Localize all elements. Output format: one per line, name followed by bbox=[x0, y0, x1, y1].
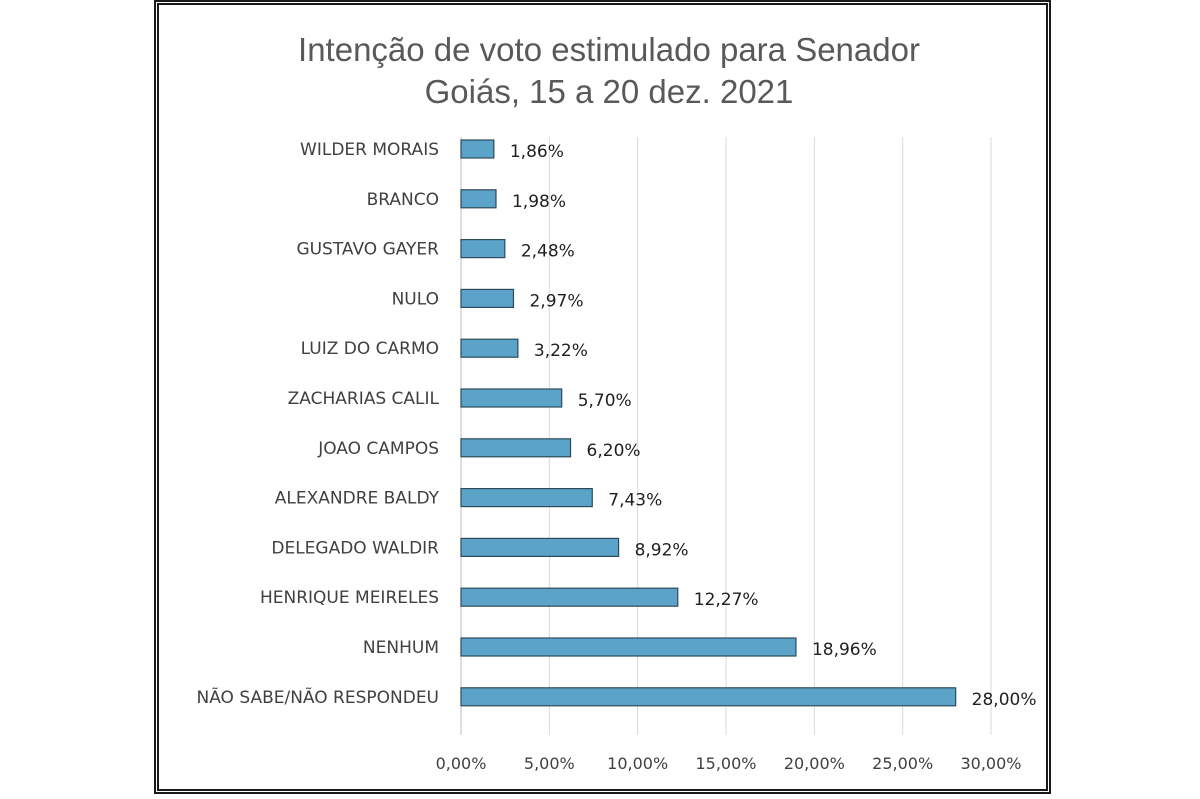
x-tick-label: 30,00% bbox=[960, 754, 1021, 773]
chart-title-line-2: Goiás, 15 a 20 dez. 2021 bbox=[425, 73, 794, 110]
category-label: NÃO SABE/NÃO RESPONDEU bbox=[197, 686, 440, 708]
category-label: DELEGADO WALDIR bbox=[271, 538, 439, 558]
value-label: 6,20% bbox=[587, 441, 641, 461]
bar-6 bbox=[460, 438, 572, 458]
value-label: 1,98% bbox=[512, 192, 566, 212]
gridlines bbox=[460, 137, 992, 735]
category-label: BRANCO bbox=[367, 190, 439, 210]
bar-11 bbox=[460, 687, 957, 707]
bars bbox=[460, 139, 957, 707]
category-label: LUIZ DO CARMO bbox=[301, 339, 439, 359]
bar-9 bbox=[460, 587, 679, 607]
chart-svg: Intenção de voto estimulado para Senador… bbox=[197, 31, 1037, 773]
category-label: NENHUM bbox=[363, 638, 439, 658]
value-label: 3,22% bbox=[534, 341, 588, 361]
x-tick-label: 0,00% bbox=[436, 754, 487, 773]
value-label: 1,86% bbox=[510, 142, 564, 162]
value-label: 28,00% bbox=[972, 690, 1037, 710]
bar-7 bbox=[460, 488, 593, 508]
category-label: ALEXANDRE BALDY bbox=[275, 489, 440, 509]
bar-8 bbox=[460, 537, 620, 558]
category-label: JOAO CAMPOS bbox=[317, 439, 439, 459]
bar-3 bbox=[460, 288, 515, 308]
x-tick-label: 5,00% bbox=[524, 754, 575, 773]
category-label: GUSTAVO GAYER bbox=[296, 240, 439, 260]
bar-10 bbox=[460, 637, 797, 657]
value-label: 8,92% bbox=[635, 540, 689, 560]
chart-frame: Intenção de voto estimulado para Senador… bbox=[157, 3, 1048, 791]
chart-title-line-1: Intenção de voto estimulado para Senador bbox=[298, 31, 920, 68]
value-label: 2,97% bbox=[529, 291, 583, 311]
value-label: 12,27% bbox=[694, 590, 759, 610]
x-tick-label: 10,00% bbox=[607, 754, 668, 773]
x-tick-label: 25,00% bbox=[872, 754, 933, 773]
value-label: 18,96% bbox=[812, 640, 877, 660]
x-axis-tick-labels: 0,00% 5,00% 10,00% 15,00% 20,00% 25,00% 30,00% bbox=[436, 754, 1022, 773]
bar-1 bbox=[460, 189, 497, 209]
category-label: WILDER MORAIS bbox=[300, 140, 439, 160]
bar-2 bbox=[460, 239, 506, 259]
x-tick-label: 15,00% bbox=[695, 754, 756, 773]
x-tick-label: 20,00% bbox=[784, 754, 845, 773]
category-labels: WILDER MORAIS BRANCO GUSTAVO GAYER NULO LUIZ… bbox=[197, 140, 440, 708]
category-label: HENRIQUE MEIRELES bbox=[260, 588, 439, 608]
value-labels: 1,86% 1,98% 2,48% 2,97% 3,22% 5,70% 6,20% 7,43%… bbox=[510, 142, 1037, 710]
value-label: 7,43% bbox=[608, 491, 662, 511]
category-label: ZACHARIAS CALIL bbox=[288, 389, 440, 409]
bar-0 bbox=[460, 139, 495, 159]
value-label: 5,70% bbox=[578, 391, 632, 411]
category-label: NULO bbox=[392, 289, 439, 309]
value-label: 2,48% bbox=[521, 242, 575, 262]
bar-5 bbox=[460, 388, 563, 408]
bar-4 bbox=[460, 338, 519, 358]
